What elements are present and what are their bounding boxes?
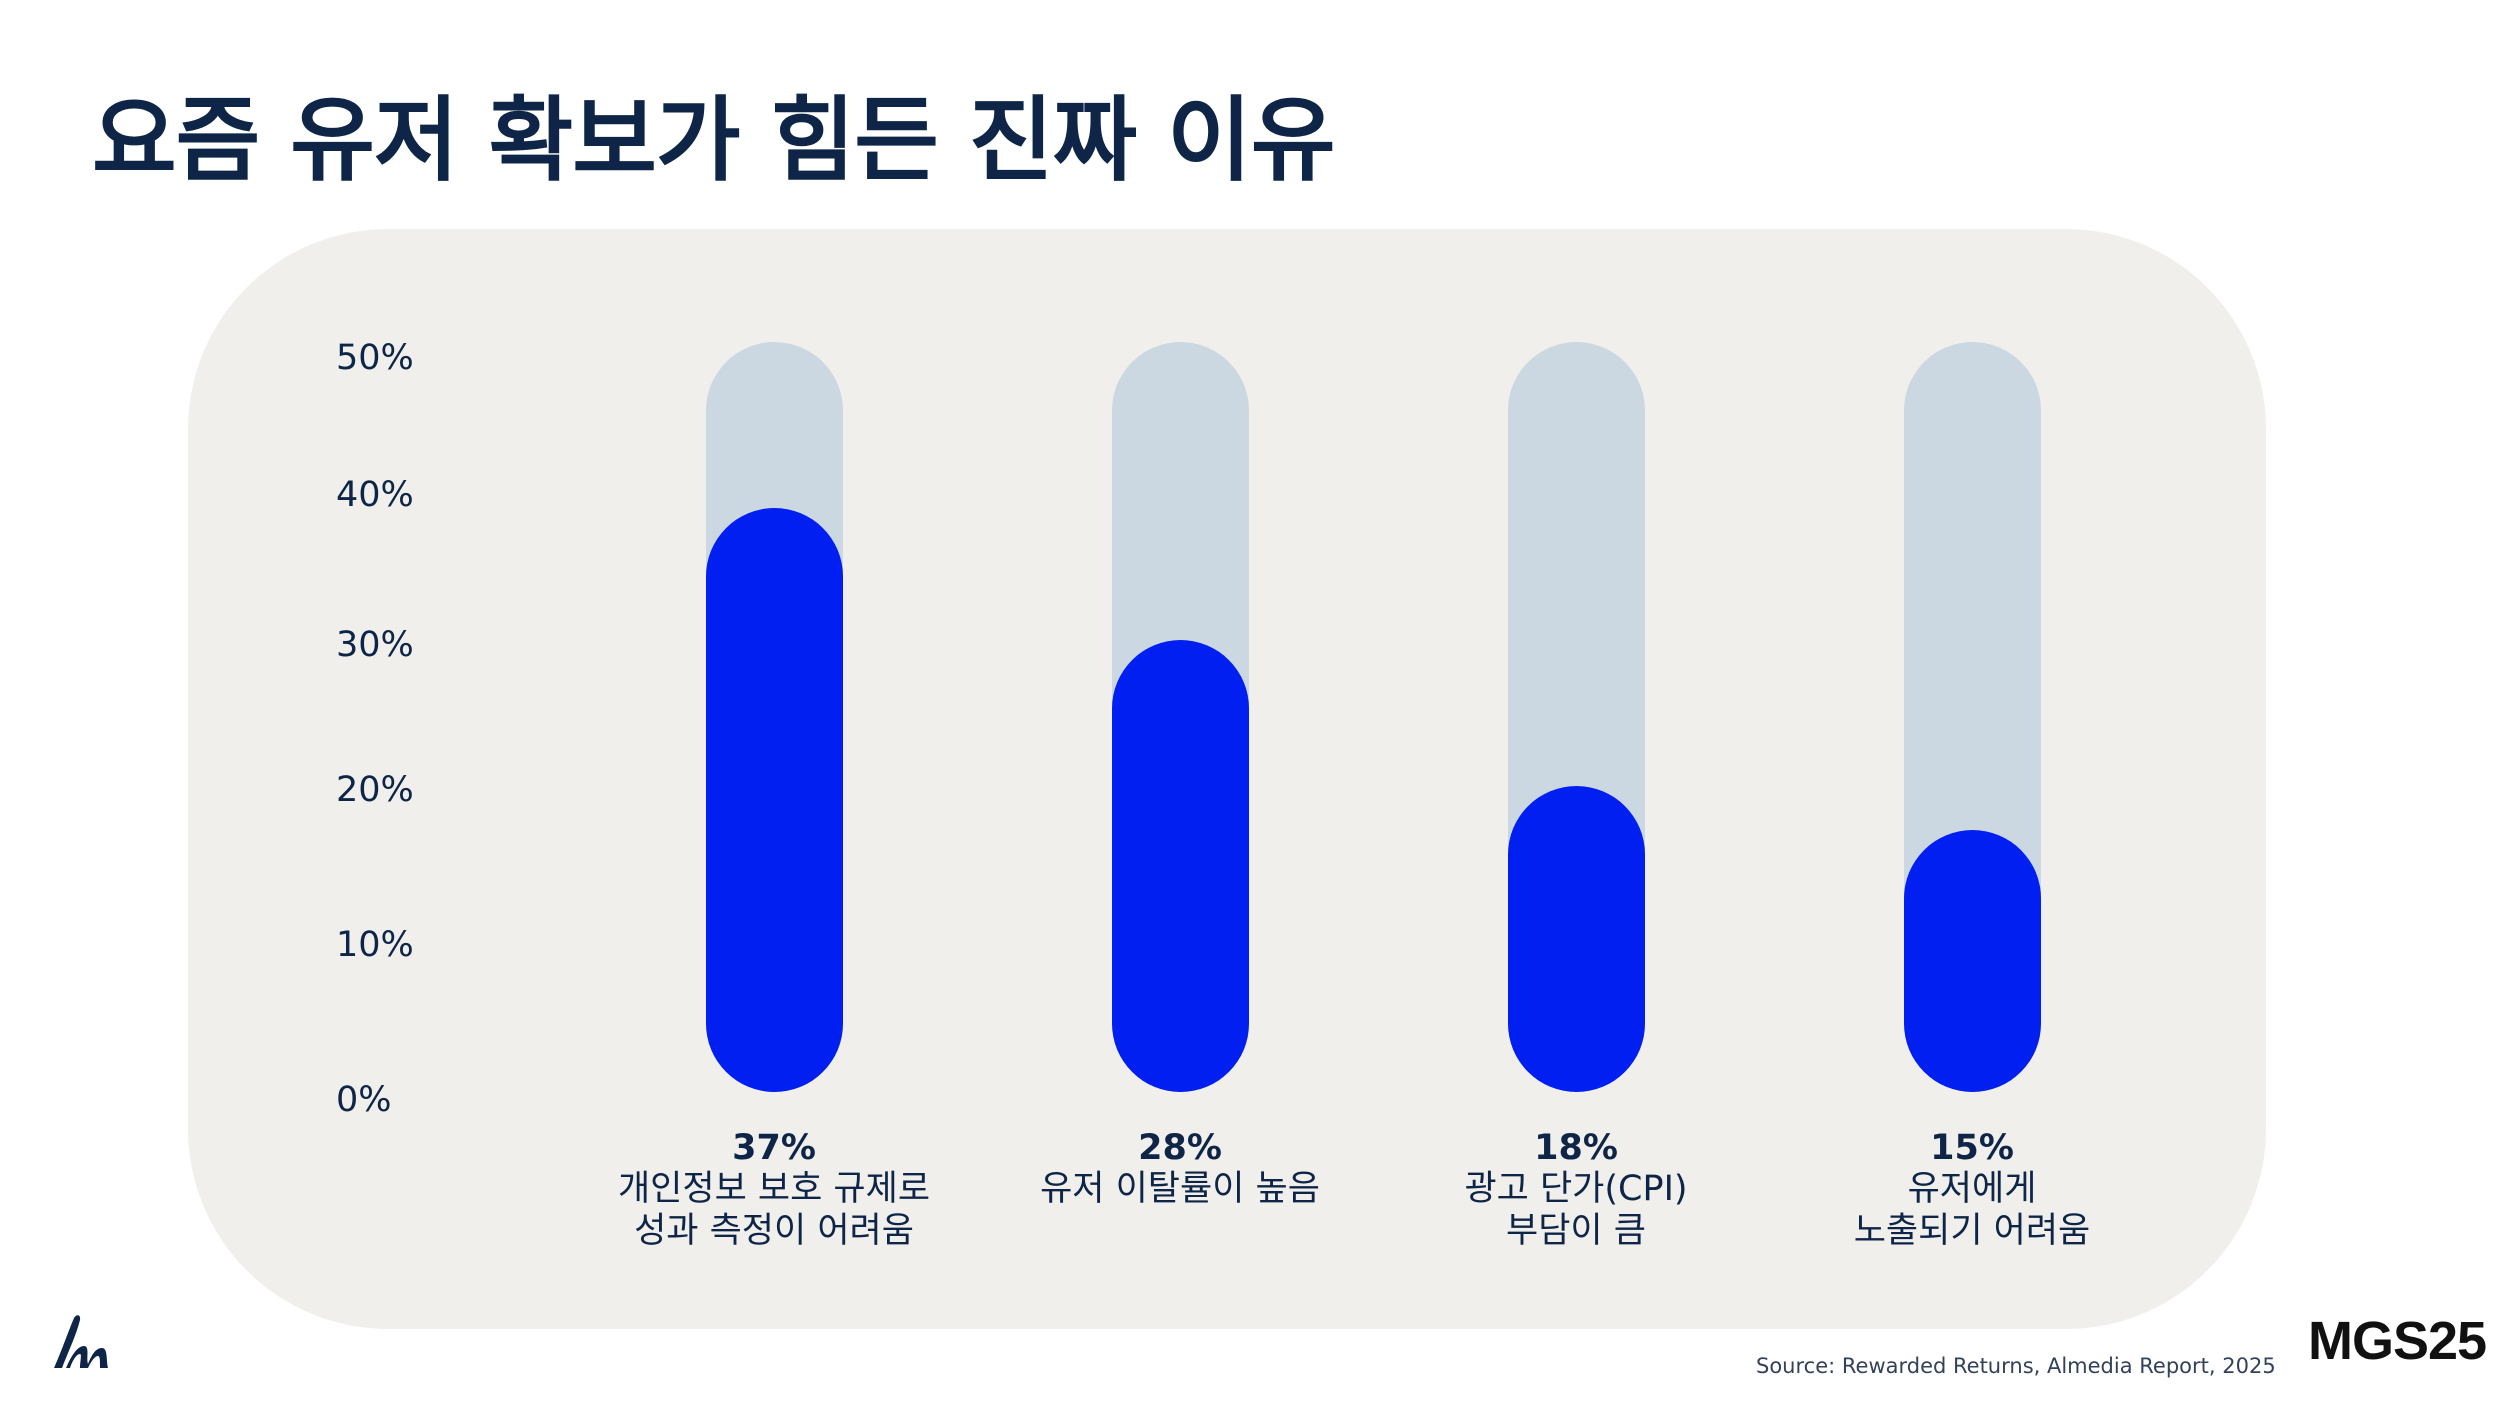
bar-value-label: 37% (732, 1128, 816, 1168)
category-label: 개인정보 보호 규제로 성과 측정이 어려움 (617, 1169, 931, 1251)
mgs-script-logo-icon (54, 1315, 108, 1368)
category-label: 유저에게 노출되기 어려움 (1853, 1169, 2091, 1251)
bar-value-label: 18% (1534, 1128, 1618, 1168)
bar-value-label: 28% (1138, 1128, 1222, 1168)
bar (1903, 830, 2041, 1092)
y-tick-label: 50% (336, 338, 414, 378)
brand-logo-text: MGS25 (2308, 1311, 2487, 1371)
source-note: Source: Rewarded Returns, Almedia Report… (1756, 1354, 2276, 1378)
bar (1111, 640, 1249, 1092)
category-label: 유저 이탈률이 높음 (1040, 1169, 1320, 1209)
bar (1507, 786, 1645, 1092)
y-tick-label: 30% (336, 625, 414, 665)
page-title: 요즘 유저 확보가 힘든 진짜 이유 (92, 87, 1335, 194)
bar-value-label: 15% (1930, 1128, 2014, 1168)
y-tick-label: 20% (336, 770, 414, 810)
y-tick-label: 40% (336, 475, 414, 515)
bar (705, 508, 843, 1092)
y-tick-label: 10% (336, 925, 414, 965)
category-label: 광고 단가(CPI) 부담이 큼 (1464, 1169, 1688, 1251)
y-tick-label: 0% (336, 1080, 392, 1120)
